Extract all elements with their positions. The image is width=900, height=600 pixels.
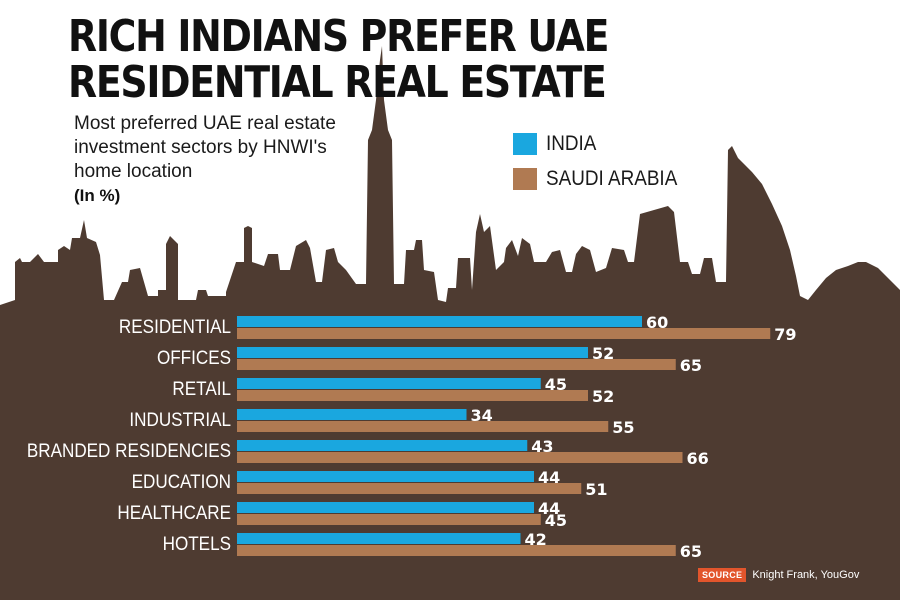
unit-label: (In %) [74,186,121,205]
data-label-india-industrial: 34 [471,406,493,425]
chart-title-line-1: RICH INDIANS PREFER UAE [68,11,610,62]
source-note: SOURCE Knight Frank, YouGov [698,568,859,582]
category-label-residential: RESIDENTIAL [119,316,231,337]
data-label-saudi-arabia-hotels: 65 [680,542,702,561]
data-label-india-residential: 60 [646,313,668,332]
bar-india-offices [237,347,588,358]
legend-item-saudi-arabia: SAUDI ARABIA [513,166,692,192]
bar-saudi-arabia-education [237,483,582,494]
data-label-saudi-arabia-education: 51 [585,480,607,499]
category-label-hotels: HOTELS [163,533,231,554]
source-tag: SOURCE [698,568,747,582]
chart-subtitle: Most preferred UAE real estate investmen… [74,113,336,182]
data-label-india-hotels: 42 [525,530,547,549]
data-label-saudi-arabia-offices: 65 [680,356,702,375]
category-label-industrial: INDUSTRIAL [129,409,231,430]
bar-india-hotels [237,533,521,544]
bar-india-healthcare [237,502,534,513]
category-label-branded-residencies: BRANDED RESIDENCIES [27,440,231,461]
legend-label-india: INDIA [546,132,597,155]
data-label-saudi-arabia-branded-residencies: 66 [687,449,709,468]
bar-india-retail [237,378,541,389]
data-label-india-retail: 45 [545,375,567,394]
bar-india-branded-residencies [237,440,528,451]
legend-swatch-saudi-arabia [513,168,537,190]
bar-saudi-arabia-industrial [237,421,609,432]
legend-swatch-india [513,133,537,155]
data-label-india-education: 44 [538,468,560,487]
data-label-saudi-arabia-industrial: 55 [612,418,634,437]
data-label-india-branded-residencies: 43 [531,437,553,456]
data-label-saudi-arabia-retail: 52 [592,387,614,406]
bar-saudi-arabia-offices [237,359,676,370]
legend-item-india: INDIA [513,131,602,157]
category-label-retail: RETAIL [172,378,231,399]
source-text: Knight Frank, YouGov [752,569,860,581]
bar-saudi-arabia-retail [237,390,588,401]
bar-saudi-arabia-hotels [237,545,676,556]
bar-saudi-arabia-residential [237,328,771,339]
bar-chart: RESIDENTIAL 60 79 OFFICES 52 65 RETAIL 45 52 INDU… [27,313,797,561]
data-label-india-healthcare: 44 [538,499,560,518]
data-label-saudi-arabia-healthcare: 45 [545,511,567,530]
bar-india-residential [237,316,642,327]
category-label-healthcare: HEALTHCARE [117,502,231,523]
bar-saudi-arabia-branded-residencies [237,452,683,463]
bar-saudi-arabia-healthcare [237,514,541,525]
category-label-education: EDUCATION [132,471,231,492]
chart-title-line-2: RESIDENTIAL REAL ESTATE [68,57,607,108]
data-label-india-offices: 52 [592,344,614,363]
bar-india-education [237,471,534,482]
legend-label-saudi-arabia: SAUDI ARABIA [546,167,678,190]
category-label-offices: OFFICES [157,347,231,368]
bar-india-industrial [237,409,467,420]
data-label-saudi-arabia-residential: 79 [774,325,796,344]
